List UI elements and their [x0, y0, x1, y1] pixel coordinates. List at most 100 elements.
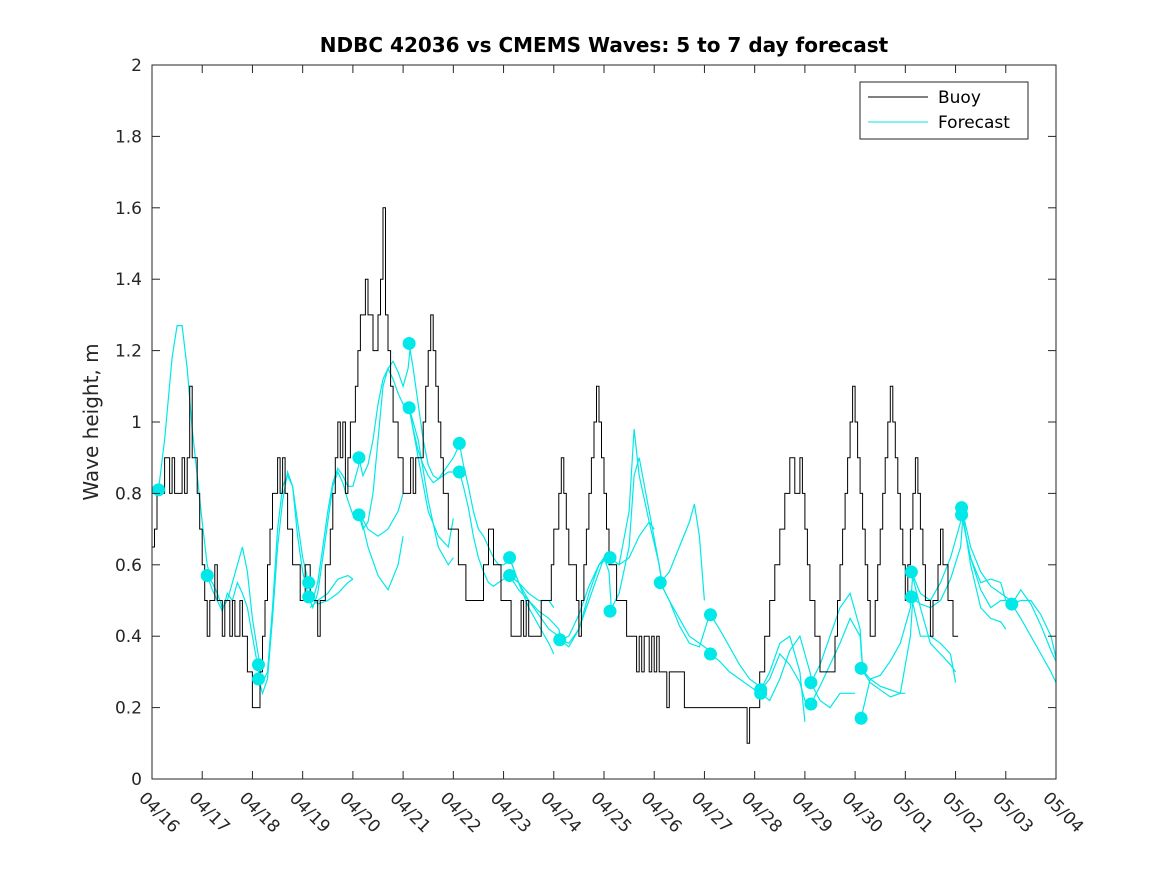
forecast-line: [309, 578, 354, 605]
forecast-line: [359, 514, 404, 592]
x-tick-label: 04/25: [586, 788, 635, 837]
chart-title: NDBC 42036 vs CMEMS Waves: 5 to 7 day fo…: [320, 33, 889, 57]
x-tick-label: 04/16: [134, 788, 183, 837]
x-tick-label: 04/17: [185, 788, 234, 837]
x-tick-label: 05/01: [888, 788, 937, 837]
forecast-line: [961, 507, 1007, 630]
forecast-marker: [553, 633, 567, 647]
forecast-line: [910, 596, 957, 683]
forecast-line: [408, 343, 462, 480]
x-tick-label: 04/27: [687, 788, 736, 837]
forecast-line: [961, 514, 1007, 601]
forecast-marker: [603, 551, 617, 565]
forecast-line: [1011, 588, 1057, 662]
forecast-line: [1011, 599, 1057, 658]
y-tick-label: 1: [131, 413, 142, 433]
marker-layer: [152, 336, 1019, 725]
series-layer: [152, 207, 1057, 744]
forecast-marker: [352, 508, 366, 522]
y-tick-label: 0.8: [115, 484, 142, 504]
y-tick-label: 1.2: [115, 342, 142, 362]
forecast-marker: [352, 451, 366, 465]
legend-box: [859, 81, 1029, 140]
forecast-marker: [854, 661, 868, 675]
forecast-line: [910, 571, 957, 673]
forecast-marker: [754, 686, 768, 700]
forecast-line: [206, 575, 261, 680]
forecast-line: [509, 575, 555, 608]
forecast-marker: [653, 576, 667, 590]
forecast-marker: [703, 647, 717, 661]
forecast-line: [157, 325, 211, 576]
forecast-marker: [200, 569, 214, 583]
forecast-marker: [251, 672, 265, 686]
forecast-marker: [1005, 597, 1019, 611]
legend-forecast-label: Forecast: [938, 113, 1010, 133]
y-tick-label: 0.6: [115, 556, 142, 576]
y-tick-label: 2: [131, 56, 142, 76]
forecast-line: [559, 557, 605, 648]
y-axis-label: Wave height, m: [79, 343, 103, 500]
buoy-line: [152, 207, 959, 744]
forecast-line: [910, 507, 964, 602]
x-tick-label: 04/23: [486, 788, 535, 837]
x-tick-label: 04/28: [737, 788, 786, 837]
x-tick-label: 05/02: [938, 788, 987, 837]
forecast-marker: [854, 711, 868, 725]
forecast-marker: [603, 604, 617, 618]
forecast-line: [609, 520, 655, 566]
forecast-marker: [302, 590, 316, 604]
forecast-line: [760, 635, 806, 722]
forecast-line: [810, 682, 856, 709]
forecast-marker: [804, 676, 818, 690]
y-tick-label: 1.6: [115, 199, 142, 219]
forecast-line: [609, 457, 663, 612]
forecast-line: [810, 617, 864, 705]
forecast-line: [860, 596, 914, 719]
forecast-line: [206, 546, 261, 665]
forecast-marker: [251, 658, 265, 672]
forecast-marker: [503, 551, 517, 565]
x-tick-label: 04/29: [787, 788, 836, 837]
x-tick-label: 04/21: [386, 788, 435, 837]
forecast-marker: [503, 569, 517, 583]
forecast-line: [911, 514, 964, 609]
y-tick-label: 1.8: [115, 127, 142, 147]
x-tick-label: 04/20: [335, 788, 384, 837]
forecast-line: [309, 574, 354, 609]
x-tick-label: 04/30: [838, 788, 887, 837]
forecast-line: [509, 575, 562, 640]
forecast-marker: [904, 590, 918, 604]
y-tick-label: 0.4: [115, 627, 142, 647]
forecast-line: [659, 503, 705, 601]
forecast-marker: [804, 697, 818, 711]
y-tick-label: 0.2: [115, 699, 142, 719]
forecast-line: [408, 407, 454, 549]
forecast-marker: [452, 436, 466, 450]
x-tick-label: 04/19: [285, 788, 334, 837]
forecast-line: [559, 556, 613, 645]
y-axis: 0 0.2 0.4 0.6 0.8 1 1.2 1.4 1.6 1.8 2: [115, 56, 1056, 790]
legend-buoy-label: Buoy: [938, 88, 981, 108]
y-tick-label: 1.4: [115, 270, 142, 290]
forecast-marker: [452, 465, 466, 479]
forecast-marker: [703, 608, 717, 622]
forecast-line: [1011, 603, 1057, 683]
legend: Buoy Forecast: [859, 81, 1029, 140]
forecast-line: [358, 343, 412, 478]
forecast-line: [860, 667, 906, 698]
forecast-marker: [904, 565, 918, 579]
y-tick-label: 0: [131, 770, 142, 790]
x-tick-label: 04/18: [235, 788, 284, 837]
forecast-marker: [152, 483, 166, 497]
x-tick-label: 04/26: [637, 788, 686, 837]
forecast-marker: [402, 401, 416, 415]
forecast-marker: [302, 576, 316, 590]
x-tick-label: 05/03: [988, 788, 1037, 837]
x-tick-label: 04/24: [536, 788, 585, 837]
forecast-marker: [955, 508, 969, 522]
x-tick-label: 04/22: [436, 788, 485, 837]
plot-area: [152, 65, 1056, 779]
forecast-line: [760, 634, 813, 702]
